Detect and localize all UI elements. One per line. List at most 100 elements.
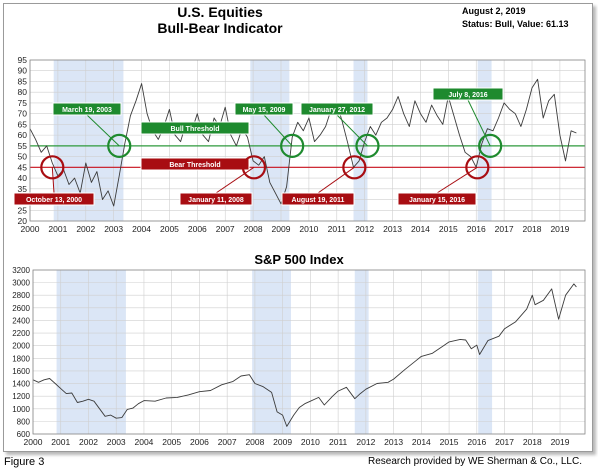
annotation-label-text: August 19, 2011: [292, 197, 345, 204]
sp500-x-tick-label: 2011: [329, 437, 348, 447]
annotation-connector: [51, 167, 55, 194]
credit-line: Research provided by WE Sherman & Co., L…: [368, 456, 582, 467]
sp500-x-tick-label: 2002: [79, 437, 98, 447]
sp500-y-tick-label: 1600: [12, 367, 30, 376]
sp500-y-tick-label: 800: [17, 417, 31, 426]
annotation-label-box: [13, 192, 95, 206]
sp500-shaded-period: [252, 270, 291, 434]
annotation-circle: [478, 133, 503, 158]
sp500-y-tick-label: 2000: [12, 342, 30, 351]
annotation-label: January 15, 2016: [397, 192, 477, 206]
annotation-label-box: [397, 192, 477, 206]
annotation-label-text: July 8, 2016: [448, 92, 487, 99]
sp500-y-tick-label: 2600: [12, 304, 30, 313]
bull-bear-chart: 2025303540455055606570758085909520002001…: [13, 55, 586, 234]
sp500-y-tick-label: 600: [17, 430, 31, 439]
sp500-y-tick-label: 1200: [12, 392, 30, 401]
annotation-circle: [342, 155, 367, 180]
bbi-y-tick-label: 80: [18, 87, 28, 97]
annotation-label: October 13, 2000: [13, 192, 95, 206]
sp500-shaded-period: [56, 270, 126, 434]
bull-threshold-tag: Bull Threshold: [140, 121, 250, 135]
bbi-x-tick-label: 2004: [132, 224, 151, 234]
annotation-label-text: May 15, 2009: [243, 107, 286, 114]
sp500-x-tick-label: 2012: [356, 437, 375, 447]
annotation-circle: [280, 133, 305, 158]
annotation-label-box: [179, 192, 253, 206]
bbi-y-tick-label: 75: [18, 98, 28, 108]
annotation-label: May 15, 2009: [234, 102, 294, 116]
bbi-x-tick-label: 2013: [383, 224, 402, 234]
bbi-y-tick-label: 55: [18, 141, 28, 151]
annotation-connector: [436, 166, 478, 194]
bbi-x-tick-label: 2019: [550, 224, 569, 234]
bbi-y-tick-label: 85: [18, 76, 28, 86]
chart-subtitle: Bull-Bear Indicator: [157, 20, 283, 36]
bear-threshold-tag-text: Bear Threshold: [169, 162, 220, 169]
sp500-x-tick-label: 2003: [107, 437, 126, 447]
sp500-shaded-period: [478, 270, 493, 434]
annotation-label-box: [432, 87, 504, 101]
sp500-x-tick-label: 2000: [24, 437, 43, 447]
bbi-x-tick-label: 2009: [272, 224, 291, 234]
annotation-label-box: [300, 102, 374, 116]
bbi-x-tick-label: 2008: [244, 224, 263, 234]
bbi-x-tick-label: 2018: [523, 224, 542, 234]
bbi-y-tick-label: 45: [18, 162, 28, 172]
bbi-shaded-period: [353, 60, 368, 221]
sp500-y-tick-label: 3000: [12, 279, 30, 288]
sp500-x-tick-label: 2005: [162, 437, 181, 447]
indicator-status: Status: Bull, Value: 61.13: [462, 19, 569, 29]
figure-label: Figure 3: [4, 456, 45, 468]
annotation-label-text: January 15, 2016: [409, 197, 465, 204]
bbi-x-tick-label: 2001: [48, 224, 67, 234]
bbi-x-tick-label: 2000: [21, 224, 40, 234]
bbi-series-line: [29, 78, 577, 207]
bbi-y-tick-label: 60: [18, 130, 28, 140]
bbi-y-tick-label: 50: [18, 152, 28, 162]
report-date: August 2, 2019: [462, 6, 526, 16]
bbi-y-tick-label: 35: [18, 184, 28, 194]
annotation-label: January 11, 2008: [179, 192, 253, 206]
sp500-series-line: [32, 283, 577, 427]
bbi-plot-border: [29, 59, 586, 222]
annotation-circle: [465, 155, 490, 180]
bear-threshold-tag: Bear Threshold: [140, 157, 250, 171]
annotation-label-text: October 13, 2000: [26, 197, 82, 204]
bbi-x-tick-label: 2015: [439, 224, 458, 234]
bbi-y-tick-label: 25: [18, 205, 28, 215]
sp500-x-tick-label: 2001: [51, 437, 70, 447]
sp500-x-tick-label: 2008: [245, 437, 264, 447]
annotation-label: March 19, 2003: [52, 102, 122, 116]
annotation-circle: [355, 133, 380, 158]
annotation-label-text: January 27, 2012: [309, 107, 365, 114]
sp500-y-tick-label: 1000: [12, 405, 30, 414]
annotation-label-text: March 19, 2003: [62, 107, 112, 114]
bbi-x-tick-label: 2017: [495, 224, 514, 234]
sp500-x-tick-label: 2006: [190, 437, 209, 447]
sp500-y-tick-label: 1400: [12, 380, 30, 389]
bbi-y-tick-label: 65: [18, 119, 28, 129]
bbi-y-tick-label: 70: [18, 109, 28, 119]
bbi-y-tick-label: 40: [18, 173, 28, 183]
bbi-x-tick-label: 2003: [104, 224, 123, 234]
sp500-x-tick-label: 2015: [440, 437, 459, 447]
sp500-x-tick-label: 2007: [218, 437, 237, 447]
annotation-connector: [467, 99, 491, 147]
annotation-circle: [107, 133, 132, 158]
bbi-x-tick-label: 2016: [467, 224, 486, 234]
sp500-x-tick-label: 2014: [412, 437, 431, 447]
sp500-x-tick-label: 2004: [134, 437, 153, 447]
bbi-x-tick-label: 2014: [411, 224, 430, 234]
bbi-x-tick-label: 2006: [188, 224, 207, 234]
sp500-chart-title: S&P 500 Index: [254, 252, 344, 267]
annotation-label: July 8, 2016: [432, 87, 504, 101]
annotation-connector: [317, 166, 355, 194]
annotation-label-box: [52, 102, 122, 116]
bbi-x-tick-label: 2012: [355, 224, 374, 234]
annotation-connector: [86, 114, 120, 147]
annotation-connector: [336, 114, 368, 147]
sp500-shaded-period: [354, 270, 369, 434]
bbi-y-tick-label: 90: [18, 66, 28, 76]
